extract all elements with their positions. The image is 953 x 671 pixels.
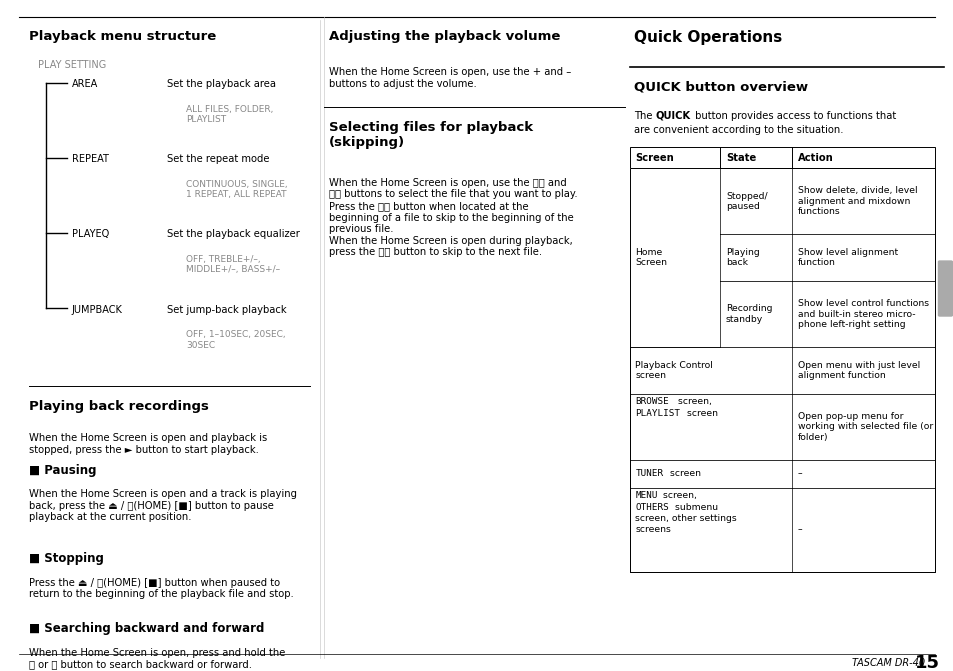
Text: PLAYEQ: PLAYEQ bbox=[71, 229, 109, 240]
Text: TASCAM DR-40: TASCAM DR-40 bbox=[851, 658, 924, 668]
Text: Show level control functions
and built-in stereo micro-
phone left-right setting: Show level control functions and built-i… bbox=[797, 299, 927, 329]
Text: ALL FILES, FOLDER,
PLAYLIST: ALL FILES, FOLDER, PLAYLIST bbox=[186, 105, 274, 124]
Text: Home
Screen: Home Screen bbox=[635, 248, 667, 267]
FancyBboxPatch shape bbox=[937, 260, 952, 317]
Text: submenu: submenu bbox=[671, 503, 717, 511]
Text: Open menu with just level
alignment function: Open menu with just level alignment func… bbox=[797, 361, 919, 380]
Text: When the Home Screen is open, press and hold the
⏮ or ⏭ button to search backwar: When the Home Screen is open, press and … bbox=[29, 648, 285, 669]
Text: screens: screens bbox=[635, 525, 671, 534]
Text: CONTINUOUS, SINGLE,
1 REPEAT, ALL REPEAT: CONTINUOUS, SINGLE, 1 REPEAT, ALL REPEAT bbox=[186, 180, 288, 199]
Text: When the Home Screen is open, use the + and –
buttons to adjust the volume.: When the Home Screen is open, use the + … bbox=[329, 67, 571, 89]
Text: When the Home Screen is open and playback is
stopped, press the ► button to star: When the Home Screen is open and playbac… bbox=[29, 433, 267, 455]
Text: State: State bbox=[725, 153, 756, 162]
Text: screen: screen bbox=[683, 409, 718, 418]
Text: ■ Pausing: ■ Pausing bbox=[29, 464, 96, 476]
Text: Selecting files for playback
(skipping): Selecting files for playback (skipping) bbox=[329, 121, 533, 149]
Text: Action: Action bbox=[797, 153, 832, 162]
Bar bbox=[629, 147, 934, 168]
Bar bbox=[629, 234, 934, 281]
Text: Playback Control
screen: Playback Control screen bbox=[635, 361, 713, 380]
Text: Recording
standby: Recording standby bbox=[725, 305, 772, 323]
Text: AREA: AREA bbox=[71, 79, 98, 89]
Text: Set the playback area: Set the playback area bbox=[167, 79, 275, 89]
Text: Quick Operations: Quick Operations bbox=[634, 30, 781, 45]
Text: Playing back recordings: Playing back recordings bbox=[29, 400, 209, 413]
Text: Set the playback equalizer: Set the playback equalizer bbox=[167, 229, 299, 240]
Text: The: The bbox=[634, 111, 656, 121]
Bar bbox=[629, 281, 934, 347]
Text: screen: screen bbox=[666, 469, 700, 478]
Bar bbox=[629, 168, 934, 572]
Text: Show delete, divide, level
alignment and mixdown
functions: Show delete, divide, level alignment and… bbox=[797, 187, 916, 216]
Bar bbox=[629, 168, 720, 347]
Bar bbox=[629, 488, 934, 572]
Text: OFF, TREBLE+/–,
MIDDLE+/–, BASS+/–: OFF, TREBLE+/–, MIDDLE+/–, BASS+/– bbox=[186, 255, 280, 274]
Text: –: – bbox=[797, 525, 801, 535]
Text: Show level alignment
function: Show level alignment function bbox=[797, 248, 897, 267]
Text: are convenient according to the situation.: are convenient according to the situatio… bbox=[634, 125, 843, 136]
Text: MENU: MENU bbox=[635, 491, 658, 500]
Text: TUNER: TUNER bbox=[635, 469, 662, 478]
Text: Screen: Screen bbox=[635, 153, 674, 162]
Text: Adjusting the playback volume: Adjusting the playback volume bbox=[329, 30, 560, 43]
Text: Playing
back: Playing back bbox=[725, 248, 759, 267]
Text: BROWSE: BROWSE bbox=[635, 397, 668, 406]
Text: ■ Searching backward and forward: ■ Searching backward and forward bbox=[29, 622, 264, 635]
Text: screen, other settings: screen, other settings bbox=[635, 514, 737, 523]
Text: When the Home Screen is open, use the ⏮⏮ and
⏭⏭ buttons to select the file that : When the Home Screen is open, use the ⏮⏮… bbox=[329, 178, 578, 258]
Bar bbox=[629, 460, 934, 488]
Text: 15: 15 bbox=[914, 654, 939, 671]
Text: ■ Stopping: ■ Stopping bbox=[29, 552, 103, 565]
Bar bbox=[629, 394, 934, 460]
Text: –: – bbox=[797, 469, 801, 478]
Text: OTHERS: OTHERS bbox=[635, 503, 668, 511]
Text: screen,: screen, bbox=[659, 491, 697, 500]
Text: PLAY SETTING: PLAY SETTING bbox=[38, 60, 107, 70]
Text: QUICK: QUICK bbox=[655, 111, 690, 121]
Text: When the Home Screen is open and a track is playing
back, press the ⏏ / ｜(HOME) : When the Home Screen is open and a track… bbox=[29, 489, 296, 522]
Text: OFF, 1–10SEC, 20SEC,
30SEC: OFF, 1–10SEC, 20SEC, 30SEC bbox=[186, 330, 285, 350]
Text: JUMPBACK: JUMPBACK bbox=[71, 305, 122, 315]
Text: Press the ⏏ / ｜(HOME) [■] button when paused to
return to the beginning of the p: Press the ⏏ / ｜(HOME) [■] button when pa… bbox=[29, 578, 294, 599]
Text: Set jump-back playback: Set jump-back playback bbox=[167, 305, 286, 315]
Text: Playback menu structure: Playback menu structure bbox=[29, 30, 215, 43]
Text: Open pop-up menu for
working with selected file (or
folder): Open pop-up menu for working with select… bbox=[797, 412, 932, 442]
Text: screen,: screen, bbox=[675, 397, 712, 406]
Bar bbox=[629, 347, 934, 394]
Text: button provides access to functions that: button provides access to functions that bbox=[691, 111, 895, 121]
Text: Stopped/
paused: Stopped/ paused bbox=[725, 192, 767, 211]
Text: Set the repeat mode: Set the repeat mode bbox=[167, 154, 269, 164]
Text: REPEAT: REPEAT bbox=[71, 154, 109, 164]
Text: QUICK button overview: QUICK button overview bbox=[634, 81, 808, 93]
Text: PLAYLIST: PLAYLIST bbox=[635, 409, 679, 418]
Bar bbox=[629, 168, 934, 234]
